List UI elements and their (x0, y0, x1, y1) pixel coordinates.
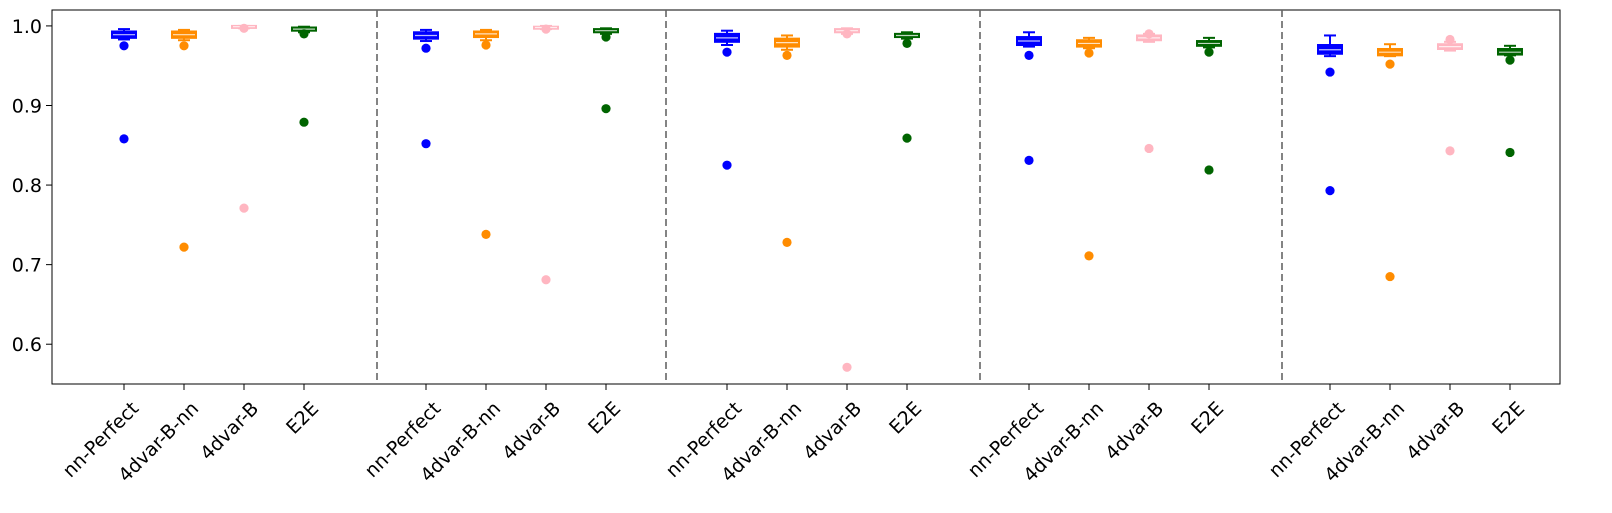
x-category-label: 4dvar-B (1402, 398, 1469, 465)
box-nn-perfect (1317, 34, 1343, 196)
outlier-point (1385, 271, 1395, 282)
outlier-point (1445, 34, 1455, 45)
outlier-point (1084, 48, 1094, 58)
outlier-point (179, 242, 189, 252)
outlier-point (119, 41, 129, 51)
x-category-label: E2E (282, 398, 323, 439)
box-4dvar-b (231, 23, 257, 213)
y-tick-label: 0.6 (12, 334, 42, 356)
box-4dvar-b-nn (1377, 43, 1403, 282)
box-group-3 (714, 27, 920, 372)
y-tick-label: 0.7 (12, 255, 42, 277)
outlier-point (179, 41, 189, 51)
box-4dvar-b-nn (473, 28, 499, 239)
x-category-label: 4dvar-B (196, 398, 263, 465)
outlier-point (541, 24, 551, 34)
outlier-point (601, 32, 611, 42)
outlier-point (1445, 146, 1455, 156)
outlier-point (1204, 47, 1214, 57)
outlier-point (1084, 251, 1094, 261)
outlier-point (541, 275, 551, 285)
box-e2e (894, 31, 920, 143)
outlier-point (299, 117, 309, 127)
box-e2e (1497, 44, 1523, 158)
box-4dvar-b-nn (774, 34, 800, 247)
outlier-point (902, 38, 912, 49)
box-4dvar-b (834, 27, 860, 372)
outlier-point (1505, 147, 1515, 158)
box-4dvar-b (1136, 29, 1162, 154)
box-group-1 (111, 23, 317, 252)
outlier-point (722, 160, 732, 170)
box-4dvar-b-nn (171, 28, 197, 252)
outlier-point (1144, 143, 1154, 154)
box-nn-perfect (413, 28, 439, 149)
box-4dvar-b (1437, 34, 1463, 156)
outlier-point (1325, 67, 1335, 77)
x-category-label: E2E (584, 398, 625, 439)
outlier-point (1505, 55, 1515, 65)
box-4dvar-b (533, 24, 559, 285)
outlier-point (782, 50, 792, 60)
box-4dvar-b-nn (1076, 36, 1102, 261)
outlier-point (481, 229, 491, 239)
outlier-point (1024, 155, 1034, 165)
outlier-point (601, 104, 611, 114)
x-category-label: 4dvar-B (498, 398, 565, 465)
group-separators (376, 10, 1283, 384)
box-nn-perfect (1016, 31, 1042, 165)
outlier-point (842, 29, 852, 39)
y-tick-label: 1.0 (12, 16, 42, 38)
y-tick-label: 0.9 (12, 95, 42, 117)
x-category-label: E2E (1488, 398, 1529, 439)
box-group-5 (1317, 34, 1523, 282)
outlier-point (902, 133, 912, 143)
box-e2e (593, 27, 619, 114)
box-group-4 (1016, 29, 1222, 261)
x-category-label: E2E (1187, 398, 1228, 439)
outlier-point (1385, 59, 1395, 69)
outlier-point (239, 23, 249, 33)
outlier-point (481, 40, 491, 50)
box-e2e (291, 25, 317, 127)
box-groups (111, 23, 1523, 372)
outlier-point (1144, 29, 1154, 39)
outlier-point (842, 362, 852, 372)
plot-area (51, 9, 1561, 385)
x-category-label: E2E (885, 398, 926, 439)
outlier-point (119, 134, 129, 144)
box-nn-perfect (111, 28, 137, 144)
x-category-label: 4dvar-B (799, 398, 866, 465)
outlier-point (299, 29, 309, 39)
outlier-point (782, 237, 792, 247)
outlier-point (421, 43, 431, 53)
box-nn-perfect (714, 29, 740, 170)
outlier-point (1024, 50, 1034, 60)
outlier-point (239, 203, 249, 213)
box-group-2 (413, 24, 619, 285)
box-e2e (1196, 36, 1222, 175)
y-axis: 0.6 0.7 0.8 0.9 1.0 (12, 16, 52, 356)
x-category-label: 4dvar-B (1101, 398, 1168, 465)
outlier-point (1204, 165, 1214, 175)
y-tick-label: 0.8 (12, 175, 42, 197)
outlier-point (1325, 186, 1335, 196)
outlier-point (722, 47, 732, 57)
outlier-point (421, 139, 431, 149)
